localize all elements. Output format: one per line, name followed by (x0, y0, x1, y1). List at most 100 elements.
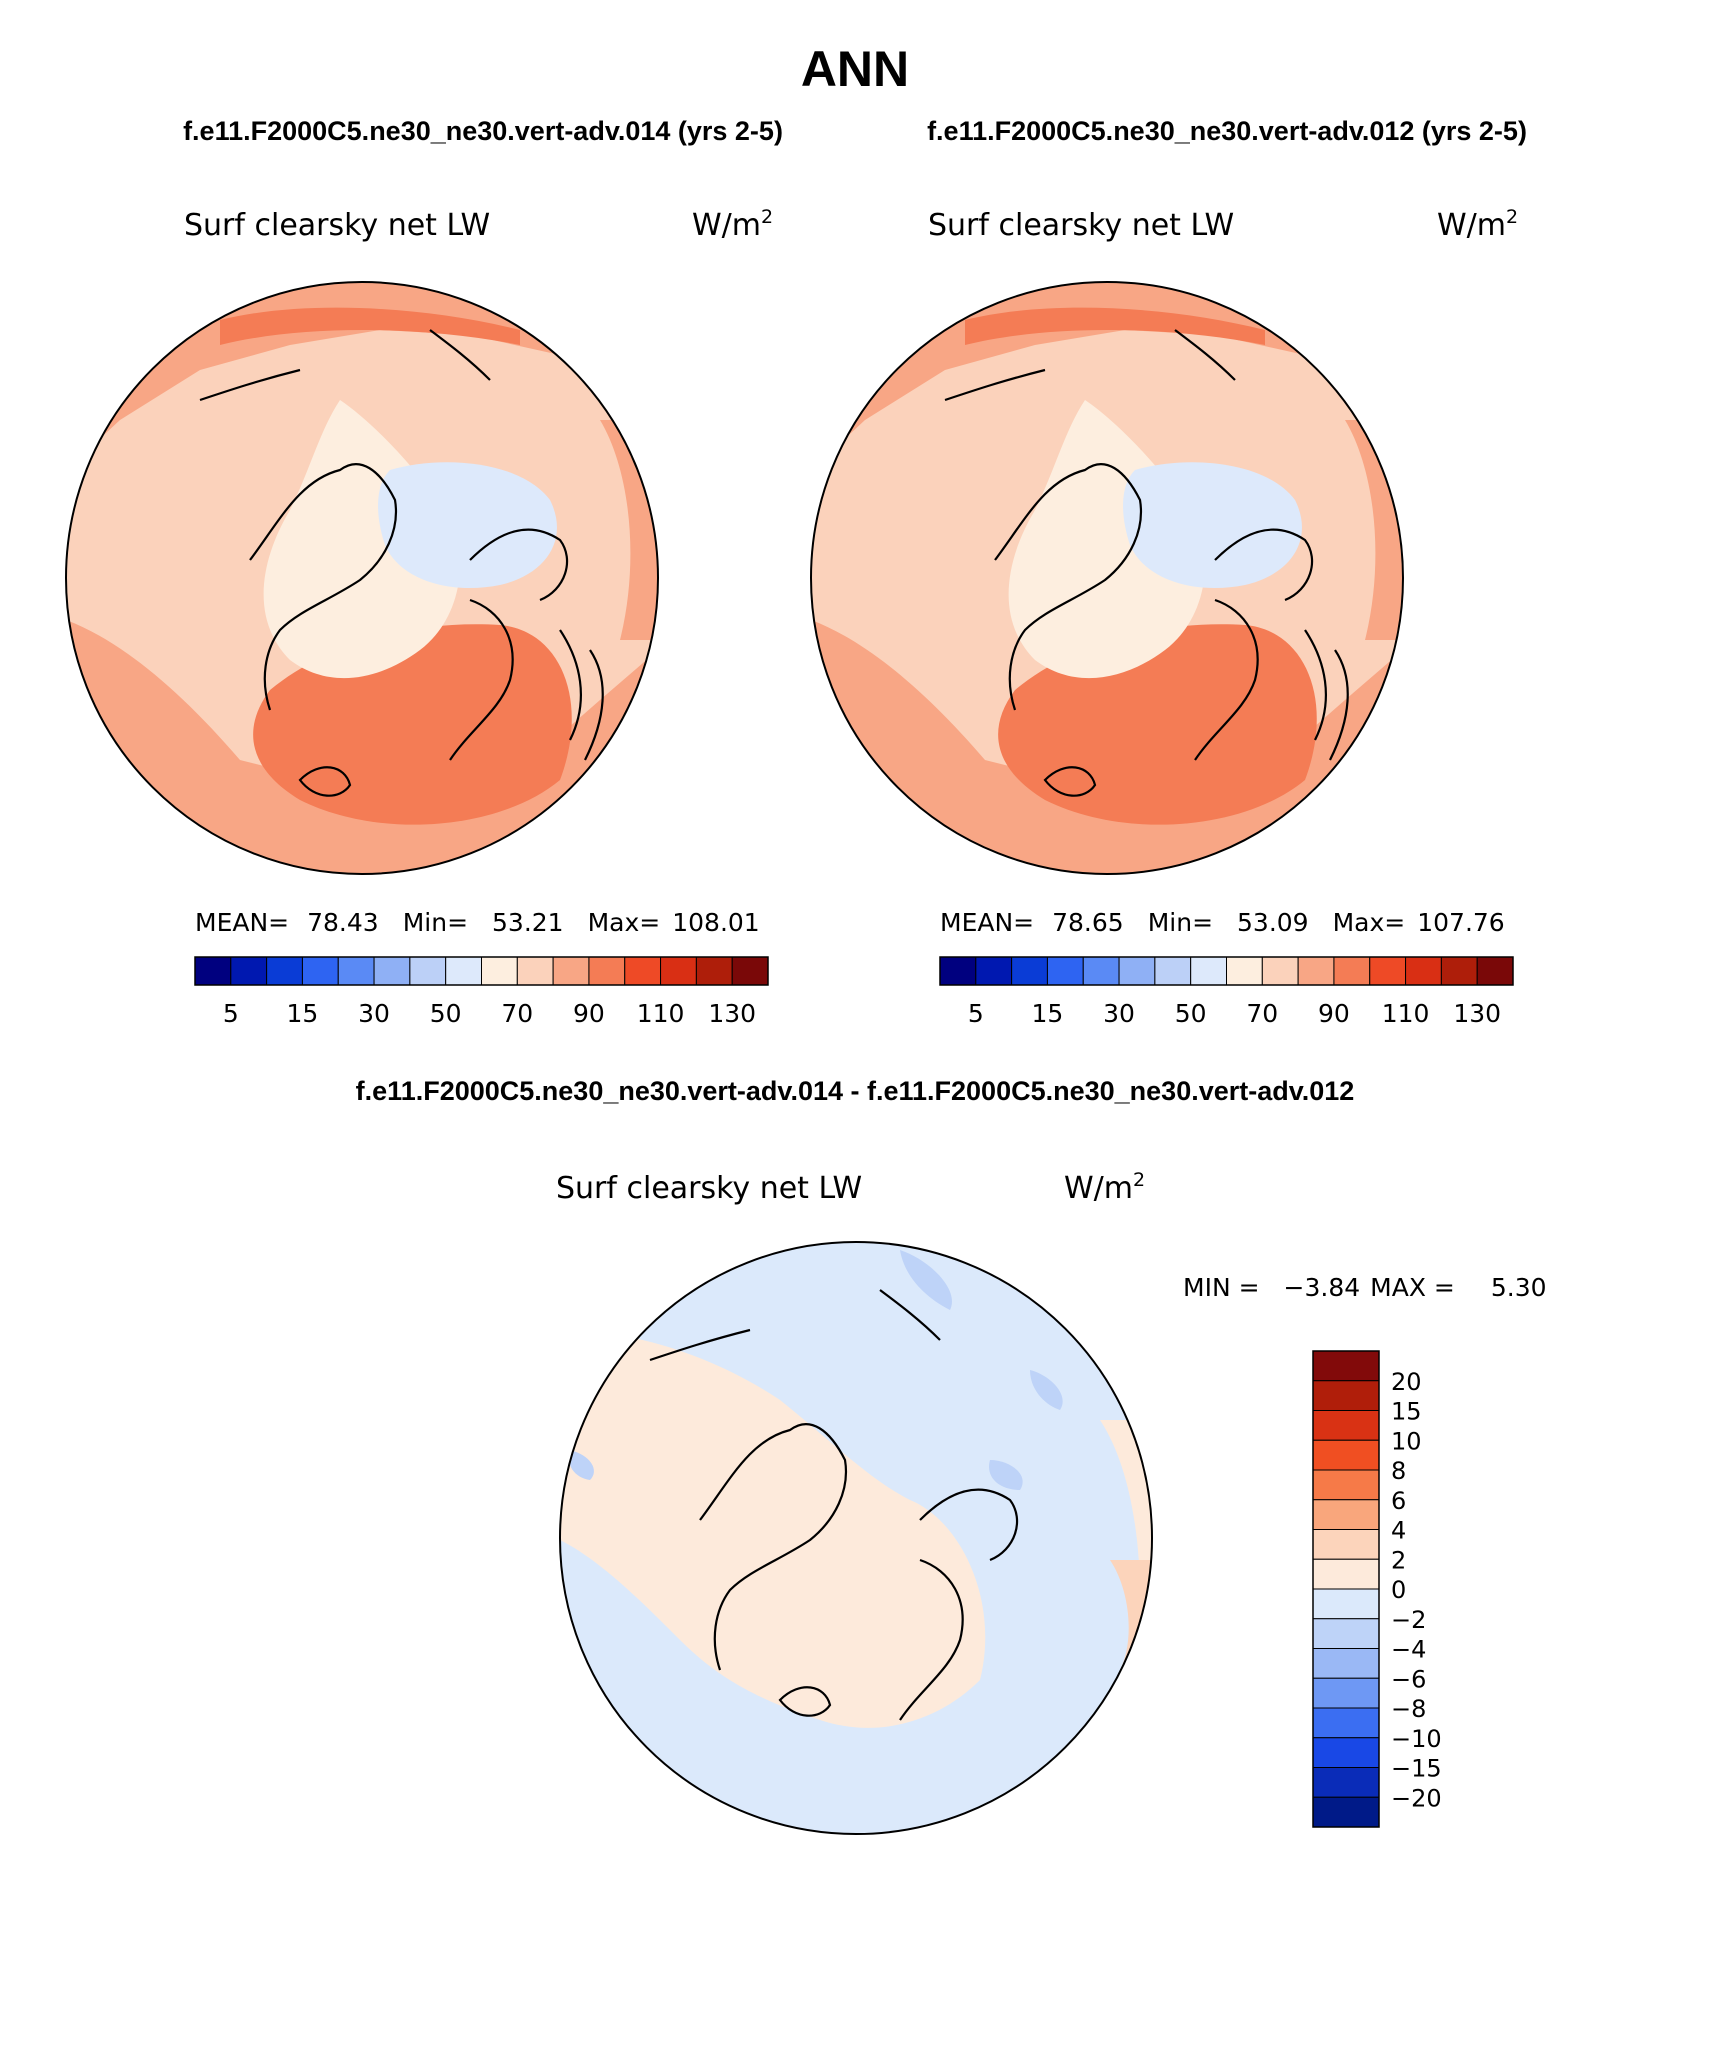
diff-map (560, 1242, 1152, 1834)
panel-b-variable-label: Surf clearsky net LW (928, 208, 1234, 243)
colorbar-swatch (552, 956, 590, 986)
colorbar-swatch (1154, 956, 1192, 986)
panel-b-map-outline (810, 281, 1404, 875)
diff-stats: MIN = −3.84 MAX = 5.30 (1183, 1273, 1547, 1302)
colorbar-tick-label: 0 (1391, 1576, 1406, 1604)
colorbar-tick-label: −15 (1391, 1755, 1442, 1783)
panel-a-min-value: 53.21 (492, 908, 564, 937)
colorbar-swatch (1312, 1529, 1380, 1560)
colorbar-swatch (1312, 1677, 1380, 1709)
diff-units-label: W/m2 (1064, 1169, 1145, 1206)
panel-b-max-value: 107.76 (1417, 908, 1504, 937)
colorbar-tick-label: 70 (501, 999, 533, 1028)
colorbar-swatch (1046, 956, 1084, 986)
panel-b: Surf clearsky net LW W/m2 MEAN= 78.65 Min=… (810, 206, 1518, 1028)
colorbar-tick-label: 90 (573, 999, 605, 1028)
colorbar-frame (194, 956, 769, 986)
diff-units: W/m (1064, 1171, 1133, 1206)
colorbar-tick-label: 5 (223, 999, 239, 1028)
panel-b-stats: MEAN= 78.65 Min= 53.09 Max= 107.76 (940, 908, 1505, 937)
panel-a-stats: MEAN= 78.43 Min= 53.21 Max= 108.01 (195, 908, 760, 937)
colorbar-swatch (1261, 956, 1299, 986)
colorbar-swatch (1226, 956, 1263, 986)
colorbar-swatch (409, 956, 447, 986)
colorbar-tick-label: 90 (1318, 999, 1350, 1028)
colorbar-tick-label: 4 (1391, 1517, 1406, 1545)
colorbar-tick-label: 50 (430, 999, 462, 1028)
colorbar-swatch (1312, 1707, 1380, 1739)
colorbar-tick-label: 110 (637, 999, 685, 1028)
panel-a-mean-label: MEAN= (195, 908, 289, 937)
colorbar-tick-label: −20 (1391, 1784, 1442, 1812)
panel-a-colorbar: 5 15 30 50 70 90 110 130 (194, 956, 769, 1028)
panel-a-units-label: W/m2 (692, 206, 773, 243)
diff-min-label: MIN = (1183, 1273, 1260, 1302)
panel-a-units: W/m (692, 208, 761, 243)
colorbar-swatch (939, 956, 977, 986)
diff-panel: f.e11.F2000C5.ne30_ne30.vert-adv.014 - f… (356, 1076, 1547, 1835)
colorbar-swatch (1312, 1767, 1380, 1798)
colorbar-swatch (1312, 1410, 1380, 1441)
panel-b-max-label: Max= (1333, 908, 1406, 937)
colorbar-swatch (1312, 1499, 1380, 1530)
panel-a-case-title: f.e11.F2000C5.ne30_ne30.vert-adv.014 (yr… (183, 116, 783, 146)
colorbar-swatch (1312, 1648, 1380, 1679)
diff-min-value: −3.84 (1284, 1273, 1361, 1302)
colorbar-tick-label: 130 (1453, 999, 1501, 1028)
colorbar-tick-label: 10 (1391, 1427, 1422, 1455)
panel-a-min-label: Min= (403, 908, 468, 937)
colorbar-swatch (445, 956, 482, 986)
colorbar-swatch (1118, 956, 1156, 986)
panel-a-variable-label: Surf clearsky net LW (184, 208, 490, 243)
panel-b-colorbar: 5 15 30 50 70 90 110 130 (939, 956, 1514, 1028)
colorbar-tick-label: 30 (1103, 999, 1135, 1028)
colorbar-swatch (1312, 1618, 1380, 1649)
colorbar-tick-label: 110 (1382, 999, 1430, 1028)
colorbar-tick-label: 15 (287, 999, 319, 1028)
colorbar-swatch (1312, 1439, 1380, 1471)
colorbar-swatch (1405, 956, 1442, 986)
colorbar-swatch (481, 956, 518, 986)
colorbar-frame (939, 956, 1514, 986)
colorbar-swatch (1082, 956, 1120, 986)
colorbar-swatch (337, 956, 375, 986)
colorbar-swatch (1369, 956, 1407, 986)
colorbar-swatch (731, 956, 769, 986)
panel-a-coastlines (199, 329, 604, 797)
colorbar-tick-label: 8 (1391, 1457, 1406, 1485)
panel-b-units: W/m (1437, 208, 1506, 243)
colorbar-swatch (624, 956, 662, 986)
panel-a-map (66, 282, 658, 874)
diff-max-value: 5.30 (1491, 1273, 1547, 1302)
panel-a-max-label: Max= (588, 908, 661, 937)
colorbar-swatch (1190, 956, 1227, 986)
diff-max-label: MAX = (1370, 1273, 1455, 1302)
panel-b-min-value: 53.09 (1237, 908, 1309, 937)
colorbar-tick-label: −8 (1391, 1695, 1426, 1723)
colorbar-swatch (373, 956, 411, 986)
diff-variable-label: Surf clearsky net LW (556, 1171, 862, 1206)
panel-b-coastlines (944, 329, 1349, 797)
diff-units-sup: 2 (1133, 1169, 1145, 1191)
panel-b-units-sup: 2 (1506, 206, 1518, 228)
diff-panel-title: f.e11.F2000C5.ne30_ne30.vert-adv.014 - f… (356, 1076, 1355, 1106)
panel-b-units-label: W/m2 (1437, 206, 1518, 243)
colorbar-swatch (695, 956, 733, 986)
colorbar-tick-label: 2 (1391, 1546, 1406, 1574)
figure-title: ANN (801, 41, 909, 97)
colorbar-swatch (588, 956, 626, 986)
colorbar-tick-label: 20 (1391, 1368, 1422, 1396)
colorbar-tick-label: 5 (968, 999, 984, 1028)
colorbar-swatch (660, 956, 697, 986)
panel-b-mean-value: 78.65 (1052, 908, 1124, 937)
colorbar-tick-label: 50 (1175, 999, 1207, 1028)
colorbar-tick-label: −10 (1391, 1725, 1442, 1753)
colorbar-tick-label: 70 (1246, 999, 1278, 1028)
colorbar-tick-label: 130 (708, 999, 756, 1028)
colorbar-swatch (516, 956, 554, 986)
panel-a-mean-value: 78.43 (307, 908, 379, 937)
colorbar-tick-label: 30 (358, 999, 390, 1028)
colorbar-swatch (194, 956, 232, 986)
colorbar-swatch (1333, 956, 1371, 986)
